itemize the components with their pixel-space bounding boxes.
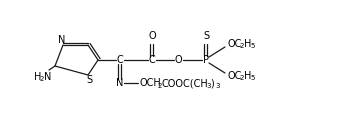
Text: C: C xyxy=(117,55,124,65)
Text: C: C xyxy=(149,55,155,65)
Text: 5: 5 xyxy=(250,44,254,50)
Text: H: H xyxy=(244,39,251,49)
Text: COOC(CH: COOC(CH xyxy=(162,78,209,88)
Text: N: N xyxy=(44,72,52,82)
Text: 3: 3 xyxy=(206,83,211,88)
Text: O: O xyxy=(148,31,156,41)
Text: OC: OC xyxy=(228,39,242,49)
Text: 2: 2 xyxy=(240,76,244,82)
Text: H: H xyxy=(244,71,251,81)
Text: N: N xyxy=(116,78,124,88)
Text: OC: OC xyxy=(228,71,242,81)
Text: H: H xyxy=(34,72,41,82)
Text: O: O xyxy=(174,55,182,65)
Text: S: S xyxy=(86,75,92,85)
Text: 5: 5 xyxy=(250,76,254,82)
Text: 2: 2 xyxy=(40,76,45,82)
Text: 2: 2 xyxy=(240,44,244,50)
Text: OCH: OCH xyxy=(139,78,161,88)
Text: P: P xyxy=(203,55,209,65)
Text: N: N xyxy=(58,35,66,45)
Text: 3: 3 xyxy=(215,83,220,88)
Text: 2: 2 xyxy=(158,83,163,88)
Text: S: S xyxy=(203,31,209,41)
Text: ): ) xyxy=(210,78,214,88)
